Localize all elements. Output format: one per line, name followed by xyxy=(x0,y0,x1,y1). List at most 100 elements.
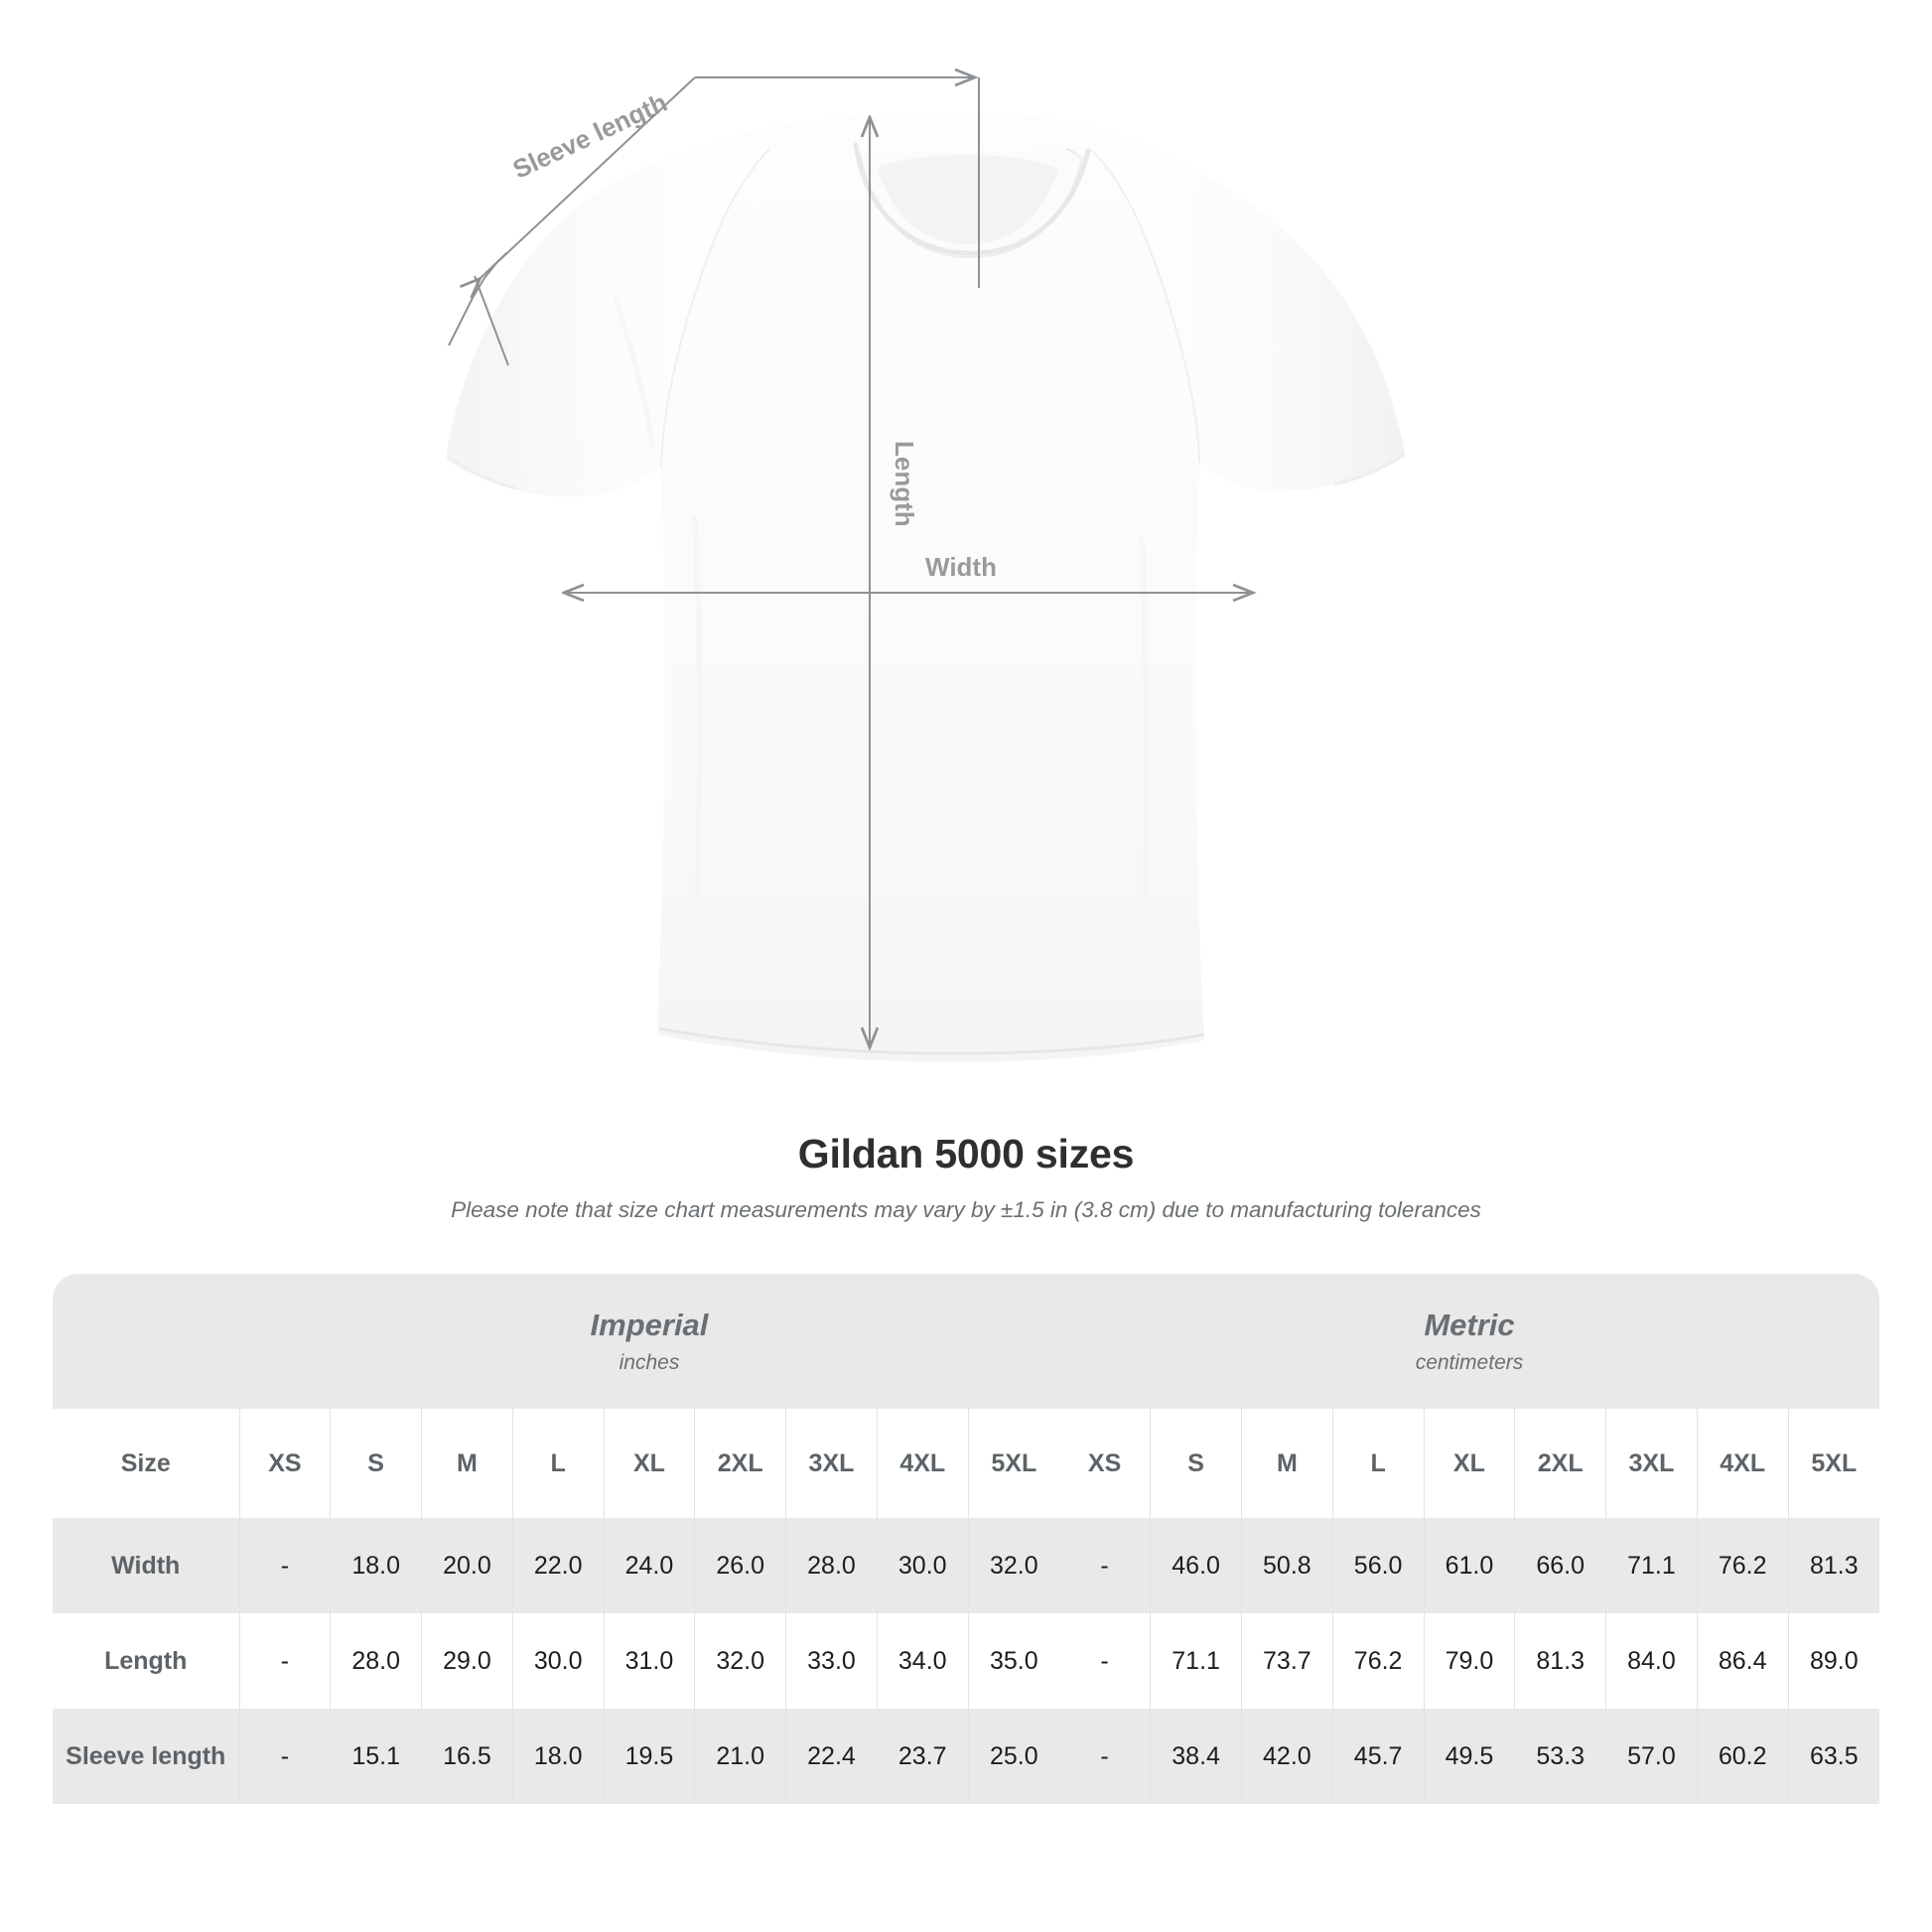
size-header-imperial-xl: XL xyxy=(603,1409,695,1518)
cell-imperial-length-m: 29.0 xyxy=(421,1613,513,1709)
row-label-length: Length xyxy=(53,1613,239,1709)
width-measurement: Width xyxy=(566,552,1253,593)
t-shirt-diagram: Sleeve length Length Width xyxy=(447,68,1405,1062)
cell-metric-width-s: 46.0 xyxy=(1150,1518,1242,1613)
tolerance-note: Please note that size chart measurements… xyxy=(451,1197,1481,1223)
cell-imperial-length-2xl: 32.0 xyxy=(694,1613,786,1709)
cell-metric-length-2xl: 81.3 xyxy=(1514,1613,1606,1709)
unit-header-metric: Metric centimeters xyxy=(1058,1274,1879,1409)
size-header-row: Size XS S M L XL 2XL 3XL 4XL 5XL XS S M L XL 2XL 3XL 4XL 5… xyxy=(53,1409,1879,1518)
size-header-imperial-2xl: 2XL xyxy=(694,1409,786,1518)
cell-imperial-sleeve-length-s: 15.1 xyxy=(330,1709,422,1804)
size-header-imperial-s: S xyxy=(330,1409,422,1518)
cell-imperial-sleeve-length-xs: - xyxy=(238,1709,331,1804)
cell-metric-sleeve-length-l: 45.7 xyxy=(1331,1709,1425,1804)
cell-imperial-sleeve-length-xl: 19.5 xyxy=(603,1709,695,1804)
unit-system-units: inches xyxy=(619,1351,680,1375)
unit-band-spacer xyxy=(53,1274,239,1409)
cell-metric-sleeve-length-4xl: 60.2 xyxy=(1696,1709,1789,1804)
cell-imperial-length-3xl: 33.0 xyxy=(785,1613,878,1709)
length-measurement: Length xyxy=(870,119,919,1047)
cell-imperial-width-l: 22.0 xyxy=(511,1518,605,1613)
cell-metric-width-l: 56.0 xyxy=(1331,1518,1425,1613)
cell-metric-length-m: 73.7 xyxy=(1240,1613,1333,1709)
sleeve-arrow-head xyxy=(479,252,507,280)
unit-header-row: Imperial inches Metric centimeters xyxy=(53,1274,1879,1409)
cell-metric-length-5xl: 89.0 xyxy=(1787,1613,1879,1709)
cell-imperial-sleeve-length-4xl: 23.7 xyxy=(876,1709,969,1804)
cell-imperial-sleeve-length-2xl: 21.0 xyxy=(694,1709,786,1804)
size-header-metric-xs: XS xyxy=(1058,1409,1151,1518)
size-chart-table-container: Imperial inches Metric centimeters Size XS S M L… xyxy=(53,1274,1879,1804)
cell-imperial-width-s: 18.0 xyxy=(330,1518,422,1613)
cell-imperial-length-s: 28.0 xyxy=(330,1613,422,1709)
cell-imperial-sleeve-length-l: 18.0 xyxy=(511,1709,605,1804)
cell-metric-sleeve-length-3xl: 57.0 xyxy=(1605,1709,1698,1804)
unit-system-units: centimeters xyxy=(1415,1351,1524,1375)
size-header-metric-5xl: 5XL xyxy=(1787,1409,1879,1518)
cell-imperial-length-l: 30.0 xyxy=(511,1613,605,1709)
table-row: Width -18.0 20.0 22.0 24.0 26.0 28.0 30.0 32.0-4… xyxy=(53,1518,1879,1613)
length-label: Length xyxy=(890,441,919,527)
size-header-imperial-xs: XS xyxy=(238,1409,331,1518)
cell-metric-length-s: 71.1 xyxy=(1150,1613,1242,1709)
size-header-metric-4xl: 4XL xyxy=(1696,1409,1789,1518)
cell-imperial-sleeve-length-3xl: 22.4 xyxy=(785,1709,878,1804)
row-label-width: Width xyxy=(53,1518,239,1613)
cell-metric-length-xs: - xyxy=(1058,1613,1151,1709)
page-title: Gildan 5000 sizes xyxy=(797,1131,1135,1176)
cell-metric-width-4xl: 76.2 xyxy=(1696,1518,1789,1613)
t-shirt-illustration xyxy=(447,111,1405,1062)
cell-metric-length-l: 76.2 xyxy=(1331,1613,1425,1709)
cell-metric-sleeve-length-xl: 49.5 xyxy=(1423,1709,1515,1804)
size-header-imperial-4xl: 4XL xyxy=(876,1409,969,1518)
cell-metric-width-m: 50.8 xyxy=(1240,1518,1333,1613)
cell-imperial-width-xs: - xyxy=(238,1518,331,1613)
size-header-imperial-m: M xyxy=(421,1409,513,1518)
size-header-metric-s: S xyxy=(1150,1409,1242,1518)
size-header-metric-2xl: 2XL xyxy=(1514,1409,1606,1518)
size-header-imperial-3xl: 3XL xyxy=(785,1409,878,1518)
cell-imperial-width-4xl: 30.0 xyxy=(876,1518,969,1613)
sleeve-end-tick xyxy=(474,275,509,366)
cell-metric-length-4xl: 86.4 xyxy=(1696,1613,1789,1709)
size-chart-table: Imperial inches Metric centimeters Size XS S M L… xyxy=(53,1274,1879,1804)
cell-imperial-width-3xl: 28.0 xyxy=(785,1518,878,1613)
cell-imperial-length-xs: - xyxy=(238,1613,331,1709)
cell-imperial-width-2xl: 26.0 xyxy=(694,1518,786,1613)
unit-header-imperial: Imperial inches xyxy=(239,1274,1059,1409)
cell-imperial-width-xl: 24.0 xyxy=(603,1518,695,1613)
size-header-metric-l: L xyxy=(1331,1409,1425,1518)
cell-metric-width-5xl: 81.3 xyxy=(1787,1518,1879,1613)
cell-metric-sleeve-length-m: 42.0 xyxy=(1240,1709,1333,1804)
cell-metric-sleeve-length-s: 38.4 xyxy=(1150,1709,1242,1804)
table-row: Sleeve length -15.1 16.5 18.0 19.5 21.0 22.4 23… xyxy=(53,1709,1879,1804)
cell-imperial-sleeve-length-5xl: 25.0 xyxy=(967,1709,1059,1804)
size-header-imperial-l: L xyxy=(511,1409,605,1518)
t-shirt-svg: Sleeve length Length Width xyxy=(447,68,1405,1062)
cell-imperial-width-5xl: 32.0 xyxy=(967,1518,1059,1613)
unit-system-name: Metric xyxy=(1424,1307,1515,1342)
size-header-metric-xl: XL xyxy=(1423,1409,1515,1518)
cell-metric-sleeve-length-5xl: 63.5 xyxy=(1787,1709,1879,1804)
table-row: Length -28.0 29.0 30.0 31.0 32.0 33.0 34.0 35.0-… xyxy=(53,1613,1879,1709)
size-header-imperial-5xl: 5XL xyxy=(967,1409,1059,1518)
cell-imperial-length-xl: 31.0 xyxy=(603,1613,695,1709)
chart-header: Gildan 5000 sizes Please note that size … xyxy=(0,1131,1932,1223)
cell-metric-sleeve-length-xs: - xyxy=(1058,1709,1151,1804)
cell-metric-width-2xl: 66.0 xyxy=(1514,1518,1606,1613)
row-label-sleeve-length: Sleeve length xyxy=(53,1709,239,1804)
size-header-metric-3xl: 3XL xyxy=(1605,1409,1698,1518)
width-label: Width xyxy=(925,552,997,582)
cell-imperial-length-5xl: 35.0 xyxy=(967,1613,1059,1709)
cell-imperial-sleeve-length-m: 16.5 xyxy=(421,1709,513,1804)
cell-metric-width-3xl: 71.1 xyxy=(1605,1518,1698,1613)
cell-metric-length-3xl: 84.0 xyxy=(1605,1613,1698,1709)
unit-system-name: Imperial xyxy=(590,1307,709,1342)
cell-metric-sleeve-length-2xl: 53.3 xyxy=(1514,1709,1606,1804)
size-column-header: Size xyxy=(53,1409,239,1518)
cell-imperial-length-4xl: 34.0 xyxy=(876,1613,969,1709)
cell-metric-width-xl: 61.0 xyxy=(1423,1518,1515,1613)
cell-metric-width-xs: - xyxy=(1058,1518,1151,1613)
cell-metric-length-xl: 79.0 xyxy=(1423,1613,1515,1709)
